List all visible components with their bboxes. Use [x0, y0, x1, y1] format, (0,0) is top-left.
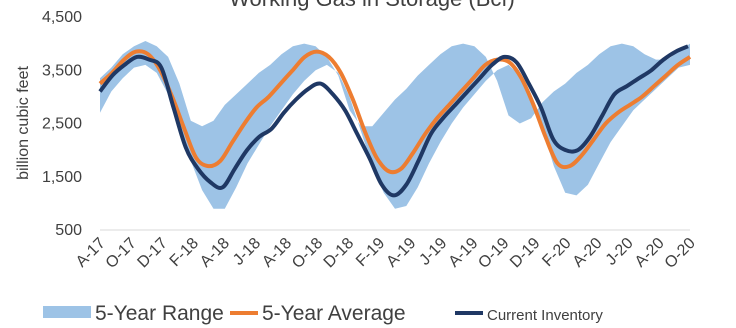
- x-tick-label: A-18: [197, 235, 233, 271]
- x-tick-label: A-20: [570, 235, 606, 271]
- x-tick-label: O-17: [103, 235, 140, 272]
- y-tick-label: 1,500: [42, 169, 82, 186]
- x-tick-label: D-18: [321, 235, 358, 272]
- series-5-year-range: [100, 41, 690, 209]
- x-tick-label: A-20: [632, 235, 668, 271]
- x-tick-label: A-17: [73, 235, 109, 271]
- y-axis-label: billion cubic feet: [15, 66, 32, 180]
- y-tick-label: 500: [55, 222, 82, 239]
- y-tick-label: 2,500: [42, 116, 82, 133]
- x-tick-label: F-19: [353, 235, 388, 270]
- legend-label: 5-Year Range: [95, 302, 224, 325]
- x-tick-label: J-19: [416, 235, 450, 269]
- legend-label: 5-Year Average: [262, 302, 406, 325]
- y-axis: 500 1,500 2,500 3,500 4,500: [42, 9, 82, 239]
- chart-title-group: Working Gas in Storage (Bcf): [229, 0, 515, 11]
- x-tick-label: D-19: [507, 235, 544, 272]
- legend-swatch-5-year-range: [43, 306, 91, 318]
- x-tick-label: F-20: [539, 235, 574, 270]
- x-axis: A-17O-17D-17F-18A-18J-18A-18O-18D-18F-19…: [73, 235, 699, 272]
- x-tick-label: A-19: [446, 235, 482, 271]
- x-tick-label: J-20: [603, 235, 637, 269]
- series-5-year-average: [98, 49, 692, 175]
- plot-area: [98, 41, 692, 209]
- legend: 5-Year Range 5-Year Average Current Invent…: [43, 302, 603, 325]
- x-tick-label: A-19: [383, 235, 419, 271]
- x-tick-label: A-18: [259, 235, 295, 271]
- chart-title: Working Gas in Storage (Bcf): [229, 0, 515, 11]
- y-tick-label: 3,500: [42, 62, 82, 79]
- x-tick-label: F-18: [167, 235, 202, 270]
- x-tick-label: O-19: [475, 235, 512, 272]
- x-tick-label: O-20: [662, 235, 699, 272]
- x-tick-label: D-17: [134, 235, 171, 272]
- legend-label: Current Inventory: [487, 307, 603, 324]
- x-tick-label: J-18: [230, 235, 264, 269]
- x-tick-label: O-18: [289, 235, 326, 272]
- y-tick-label: 4,500: [42, 9, 82, 26]
- series-current-inventory: [98, 44, 689, 198]
